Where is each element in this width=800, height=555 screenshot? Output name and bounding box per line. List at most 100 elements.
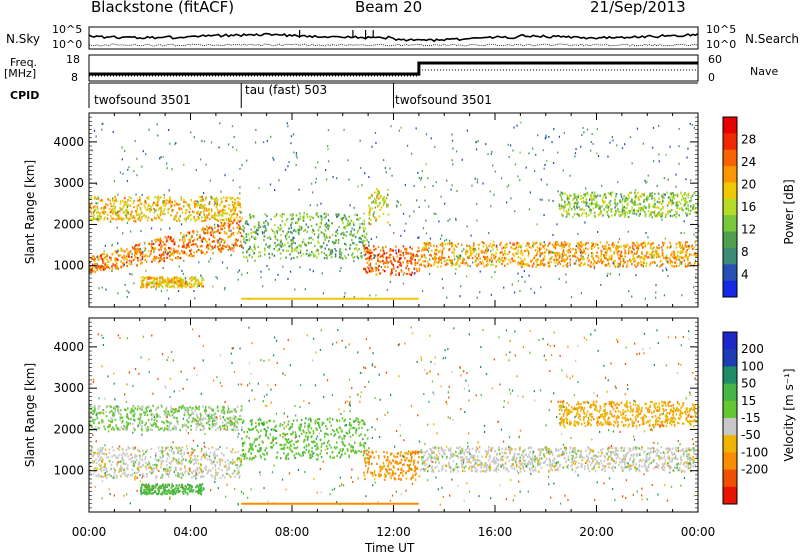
power-cell: [610, 258, 612, 260]
power-sparse-cell: [583, 131, 584, 133]
power-sparse-cell: [285, 169, 286, 171]
power-cell: [230, 223, 232, 225]
power-cell: [427, 242, 429, 244]
power-cell: [598, 247, 600, 249]
power-cell: [419, 264, 421, 266]
power-cell: [144, 259, 146, 261]
power-cell: [166, 203, 168, 205]
power-cell: [143, 215, 145, 217]
power-cell: [178, 245, 180, 247]
power-cell: [486, 265, 488, 267]
power-cell: [654, 203, 656, 205]
power-sparse-cell: [203, 192, 204, 194]
velocity-cell: [93, 468, 95, 470]
power-sparse-cell: [231, 254, 232, 256]
power-cell: [602, 245, 604, 247]
power-cell: [296, 214, 298, 216]
power-sparse-cell: [548, 252, 549, 254]
velocity-cell: [106, 457, 108, 459]
power-cell: [328, 240, 330, 242]
power-cell: [582, 197, 584, 199]
power-cell: [148, 198, 150, 200]
power-cell: [218, 220, 220, 222]
power-cell: [626, 207, 628, 209]
velocity-cell: [90, 452, 92, 454]
power-cell: [628, 252, 630, 254]
power-cell: [637, 204, 639, 206]
power-cell: [656, 214, 658, 216]
power-sparse-cell: [148, 129, 149, 131]
velocity-cell: [212, 446, 214, 448]
power-cell: [107, 218, 109, 220]
power-sparse-cell: [247, 272, 248, 274]
power-cell: [264, 225, 266, 227]
power-cell: [579, 208, 581, 210]
velocity-cell: [107, 474, 109, 476]
power-cell: [130, 205, 132, 207]
power-cell: [559, 205, 561, 207]
power-sparse-cell: [111, 270, 112, 272]
power-cell: [158, 286, 160, 288]
power-cell: [629, 246, 631, 248]
power-cell: [572, 255, 574, 257]
velocity-cell: [105, 449, 107, 451]
power-sparse-cell: [218, 146, 219, 148]
power-cell: [103, 259, 105, 261]
power-cell: [358, 219, 360, 221]
power-cell: [661, 264, 663, 266]
power-cell: [131, 256, 133, 258]
velocity-cell: [100, 476, 102, 478]
power-cell: [476, 265, 478, 267]
power-cell: [521, 250, 523, 252]
velocity-cell: [161, 463, 163, 465]
power-cell: [104, 257, 106, 259]
power-cell: [214, 216, 216, 218]
power-cell: [139, 216, 141, 218]
power-cell: [110, 203, 112, 205]
power-cell: [246, 251, 248, 253]
power-cell: [222, 248, 224, 250]
power-cell: [568, 197, 570, 199]
power-cell: [277, 250, 279, 252]
power-cell: [265, 227, 267, 229]
power-cell: [298, 245, 300, 247]
power-sparse-cell: [251, 229, 252, 231]
power-cell: [131, 211, 133, 213]
power-cell: [214, 214, 216, 216]
velocity-cell: [201, 450, 203, 452]
velocity-cell: [238, 469, 240, 471]
power-cell: [200, 211, 202, 213]
power-cell: [374, 198, 376, 200]
power-sparse-cell: [154, 210, 155, 212]
velocity-cell: [219, 460, 221, 462]
power-cell: [383, 249, 385, 251]
power-sparse-cell: [390, 281, 391, 283]
power-sparse-cell: [233, 179, 234, 181]
power-cell: [581, 244, 583, 246]
velocity-cell: [195, 462, 197, 464]
power-sparse-cell: [520, 152, 521, 154]
velocity-cell: [101, 449, 103, 451]
power-cell: [574, 208, 576, 210]
power-sparse-cell: [211, 142, 212, 144]
power-cell: [436, 253, 438, 255]
power-cell: [238, 231, 240, 233]
power-cell: [306, 253, 308, 255]
power-sparse-cell: [607, 156, 608, 158]
power-cell: [338, 242, 340, 244]
power-cell: [132, 246, 134, 248]
power-cell: [245, 222, 247, 224]
power-cell: [358, 248, 360, 250]
power-sparse-cell: [480, 271, 481, 273]
power-cell: [226, 219, 228, 221]
power-cell: [379, 260, 381, 262]
power-sparse-cell: [122, 158, 123, 160]
power-sparse-cell: [299, 266, 300, 268]
power-sparse-cell: [449, 218, 450, 220]
power-cell: [689, 253, 691, 255]
power-cell: [115, 211, 117, 213]
power-cell: [561, 244, 563, 246]
power-cell: [320, 226, 322, 228]
power-cell: [396, 252, 398, 254]
power-cell: [173, 238, 175, 240]
